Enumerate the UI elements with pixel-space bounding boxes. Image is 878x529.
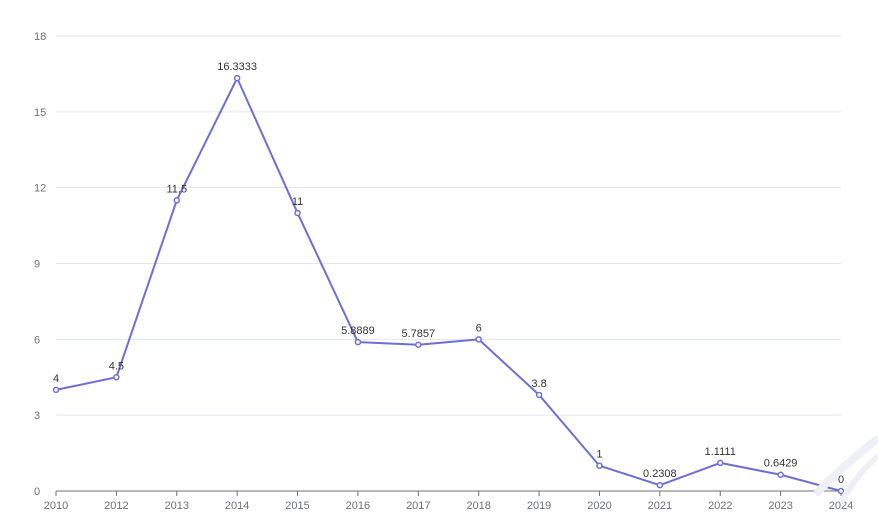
y-tick-label: 6 [34,334,40,346]
x-tick-label: 2020 [587,500,611,512]
data-point[interactable] [656,481,664,489]
data-label: 4 [53,373,59,385]
data-labels: 4 4.5 11.5 16.3333 11 5.8889 5.7857 6 3.8 1 0.2308… [53,61,844,486]
data-point[interactable] [475,336,482,343]
x-tick-label: 2024 [829,500,853,512]
data-label: 1.1111 [705,446,736,458]
y-tick-label: 15 [34,107,46,119]
y-tick-label: 3 [34,410,40,422]
data-point[interactable] [354,338,362,346]
x-tick-label: 2016 [346,500,370,512]
data-label: 11 [292,196,303,208]
x-tick-label: 2015 [285,500,309,512]
data-label: 11.5 [166,183,187,195]
x-tick-label: 2022 [708,500,732,512]
data-label: 4.5 [109,360,124,372]
data-point[interactable] [596,462,603,469]
data-point[interactable] [777,471,784,478]
x-axis-ticks: 2010 2012 2013 2014 2015 2016 2017 2018 2019 2020… [44,491,853,512]
x-tick-label: 2018 [466,500,490,512]
data-label: 0.2308 [643,468,677,480]
data-point[interactable] [415,341,422,349]
x-tick-label: 2017 [406,500,430,512]
data-point[interactable] [113,374,120,381]
series-line [55,77,842,492]
data-point[interactable] [716,459,724,467]
data-point[interactable] [233,74,241,82]
data-label: 5.7857 [401,328,435,340]
watermark [814,436,878,503]
y-axis-ticks: 0 3 6 9 12 15 18 [34,31,46,498]
data-point[interactable] [837,487,845,495]
data-point[interactable] [52,386,60,394]
y-tick-label: 0 [34,486,40,498]
data-point[interactable] [173,197,181,204]
data-label: 16.3333 [217,61,257,73]
data-label: 6 [476,322,482,334]
data-label: 1 [596,449,602,461]
y-tick-label: 18 [34,31,46,43]
data-label: 0.6429 [764,458,798,470]
x-tick-label: 2014 [225,500,249,512]
y-tick-label: 12 [34,183,46,195]
data-label: 0 [838,474,844,486]
data-label: 3.8 [531,378,546,390]
x-tick-label: 2010 [44,500,68,512]
x-tick-label: 2013 [165,500,189,512]
x-tick-label: 2019 [527,500,551,512]
x-tick-label: 2012 [104,500,128,512]
x-tick-label: 2021 [648,500,672,512]
series [52,74,845,495]
y-tick-label: 9 [34,259,40,271]
data-label: 5.8889 [341,325,375,337]
data-point[interactable] [535,391,543,399]
x-tick-label: 2023 [768,500,792,512]
data-point[interactable] [294,209,301,217]
grid [56,35,841,416]
